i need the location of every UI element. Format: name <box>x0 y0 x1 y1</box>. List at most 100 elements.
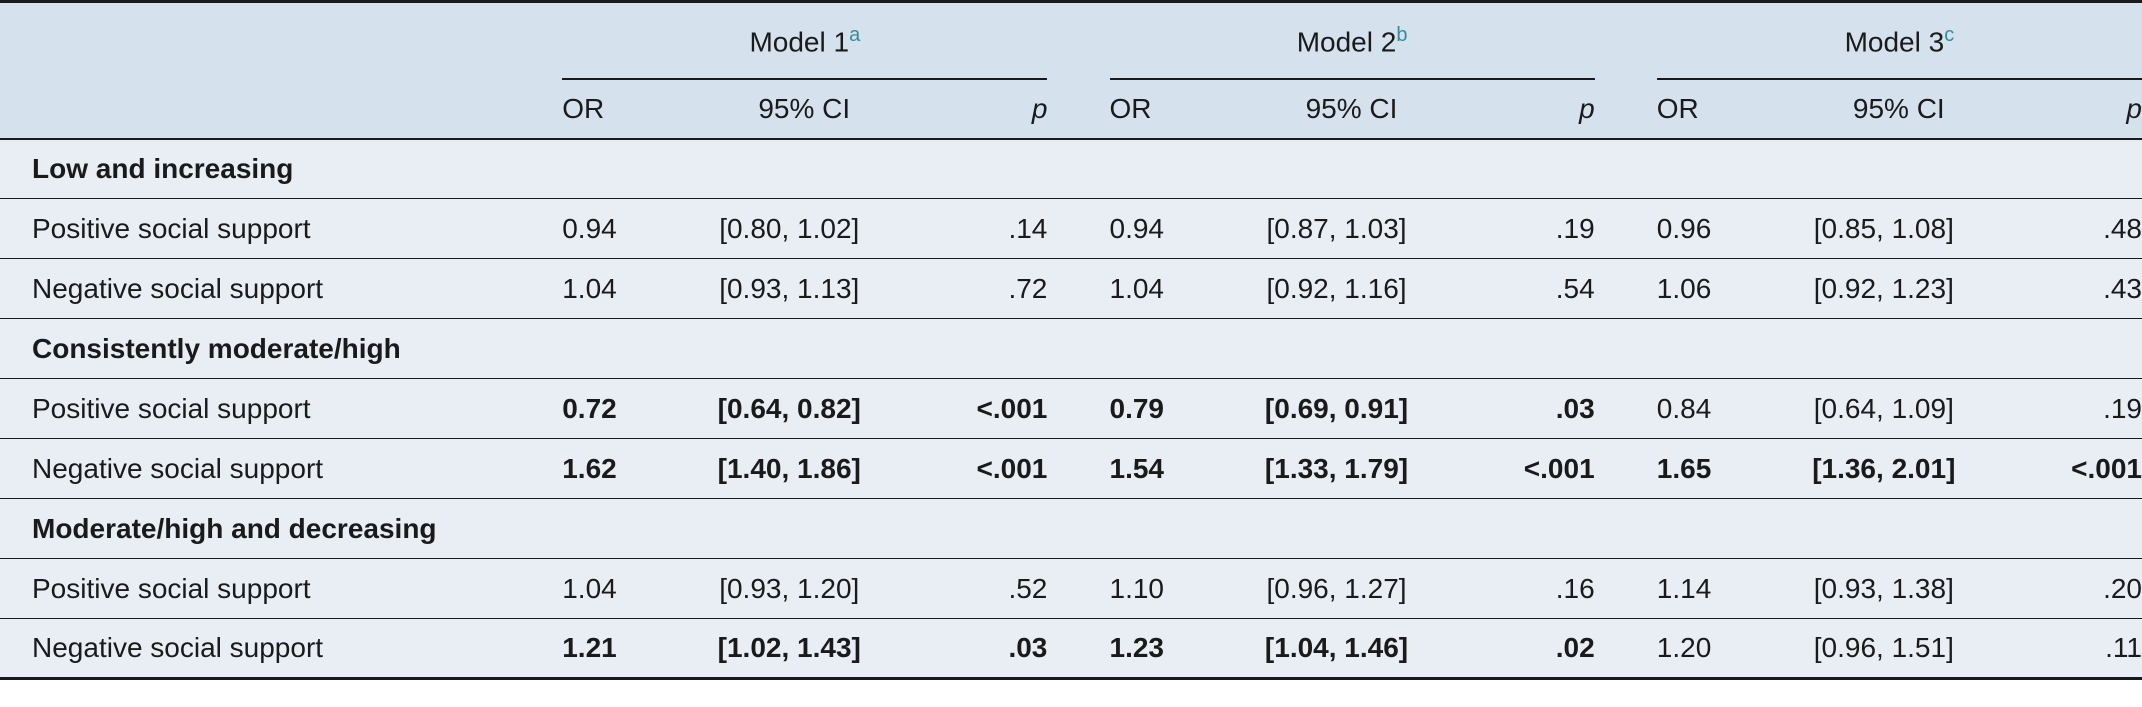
model-3-or-cell: 1.14 <box>1656 558 1759 619</box>
gap-cell <box>1047 198 1110 259</box>
model-3-ci-cell: [0.85, 1.08] <box>1758 198 2040 259</box>
model-3-p-cell: .20 <box>2039 558 2142 619</box>
model-1-or-cell: 1.04 <box>562 258 664 319</box>
model-2-or-cell: 1.10 <box>1109 558 1212 619</box>
table-row: Positive social support 1.04 [0.93, 1.20].… <box>0 558 2142 619</box>
model-3-label: Model 3 <box>1844 26 1945 58</box>
model-3-header: Model 3c <box>1656 0 2142 80</box>
row-label: Negative social support <box>0 258 563 319</box>
gap-cell <box>1047 438 1110 499</box>
model-3-p-cell: .11 <box>2039 618 2142 680</box>
model-2-label: Model 2 <box>1296 26 1397 58</box>
model-2-spanner-rule <box>1109 77 1595 80</box>
model-3-ci-cell: [0.92, 1.23] <box>1758 258 2040 319</box>
gap-cell <box>1594 258 1657 319</box>
model-1-or-cell: 1.21 <box>562 618 664 680</box>
model-1-p-cell: .72 <box>944 258 1048 319</box>
model-2-ci-cell: [0.87, 1.03] <box>1211 198 1492 259</box>
model-3-or-cell: 0.96 <box>1656 198 1759 259</box>
model-1-ci-cell: [0.93, 1.20] <box>663 558 945 619</box>
model-3-ci-cell: [0.93, 1.38] <box>1758 558 2040 619</box>
model-2-or-cell: 0.94 <box>1109 198 1212 259</box>
gap-cell <box>1594 618 1657 680</box>
model-3-p-cell: .19 <box>2039 378 2142 439</box>
results-table: Model 1a Model 2b Model 3c OR 95% CI p O… <box>0 0 2142 680</box>
model-3-or-cell: 0.84 <box>1656 378 1759 439</box>
model-2-footnote-mark: b <box>1396 24 1408 47</box>
header-blank-cell <box>0 79 563 140</box>
row-label: Positive social support <box>0 198 563 259</box>
model-3-p-cell: <.001 <box>2039 438 2142 499</box>
section-header-row: Consistently moderate/high <box>0 318 2142 379</box>
header-gap-cell <box>1047 79 1110 140</box>
model-1-spanner-rule <box>562 77 1048 80</box>
table-row: Positive social support 0.94 [0.80, 1.02].… <box>0 198 2142 259</box>
model-2-p-cell: .19 <box>1491 198 1595 259</box>
gap-cell <box>1047 558 1110 619</box>
model-2-or-cell: 1.23 <box>1109 618 1212 680</box>
model-2-ci-cell: [0.69, 0.91] <box>1211 378 1492 439</box>
model-2-p-cell: .03 <box>1491 378 1595 439</box>
header-gap-cell <box>1594 0 1657 80</box>
table-row: Positive social support 0.72 [0.64, 0.82] <… <box>0 378 2142 439</box>
section-title: Moderate/high and decreasing <box>0 498 2142 559</box>
row-label: Negative social support <box>0 438 563 499</box>
p-column-header: p <box>2039 79 2142 140</box>
model-1-p-cell: .14 <box>944 198 1048 259</box>
row-label: Positive social support <box>0 558 563 619</box>
model-3-ci-cell: [1.36, 2.01] <box>1758 438 2040 499</box>
section-title: Consistently moderate/high <box>0 318 2142 379</box>
model-3-spanner-rule <box>1656 77 2142 80</box>
model-2-p-cell: .02 <box>1491 618 1595 680</box>
model-3-or-cell: 1.65 <box>1656 438 1759 499</box>
table-body: Low and increasing Positive social suppor… <box>0 138 2142 680</box>
model-2-or-cell: 1.54 <box>1109 438 1212 499</box>
section-title: Low and increasing <box>0 138 2142 199</box>
model-2-ci-cell: [0.96, 1.27] <box>1211 558 1492 619</box>
model-1-ci-cell: [1.02, 1.43] <box>663 618 945 680</box>
model-2-or-cell: 0.79 <box>1109 378 1212 439</box>
gap-cell <box>1594 558 1657 619</box>
model-1-ci-cell: [0.64, 0.82] <box>663 378 945 439</box>
model-2-p-cell: .54 <box>1491 258 1595 319</box>
model-1-p-cell: <.001 <box>944 378 1048 439</box>
table-row: Negative social support 1.04 [0.93, 1.13].… <box>0 258 2142 319</box>
model-1-or-cell: 1.62 <box>562 438 664 499</box>
model-header-row: Model 1a Model 2b Model 3c <box>0 0 2142 80</box>
model-1-label: Model 1 <box>749 26 850 58</box>
row-label: Positive social support <box>0 378 563 439</box>
model-2-header: Model 2b <box>1109 0 1595 80</box>
gap-cell <box>1594 438 1657 499</box>
model-3-ci-cell: [0.64, 1.09] <box>1758 378 2040 439</box>
gap-cell <box>1594 378 1657 439</box>
table-row: Negative social support 1.21 [1.02, 1.43].… <box>0 618 2142 680</box>
model-1-or-cell: 1.04 <box>562 558 664 619</box>
p-column-header: p <box>944 79 1048 140</box>
model-3-footnote-mark: c <box>1944 24 1955 47</box>
table-row: Negative social support 1.62 [1.40, 1.86] <… <box>0 438 2142 499</box>
model-3-or-cell: 1.20 <box>1656 618 1759 680</box>
p-column-header: p <box>1491 79 1595 140</box>
ci-column-header: 95% CI <box>1758 79 2040 140</box>
model-2-p-cell: <.001 <box>1491 438 1595 499</box>
model-1-or-cell: 0.94 <box>562 198 664 259</box>
or-column-header: OR <box>562 79 664 140</box>
model-2-p-cell: .16 <box>1491 558 1595 619</box>
or-column-header: OR <box>1109 79 1212 140</box>
model-3-ci-cell: [0.96, 1.51] <box>1758 618 2040 680</box>
model-2-ci-cell: [1.33, 1.79] <box>1211 438 1492 499</box>
model-1-p-cell: <.001 <box>944 438 1048 499</box>
model-1-ci-cell: [0.80, 1.02] <box>663 198 945 259</box>
model-1-header: Model 1a <box>562 0 1048 80</box>
header-gap-cell <box>1047 0 1110 80</box>
model-1-ci-cell: [0.93, 1.13] <box>663 258 945 319</box>
row-label: Negative social support <box>0 618 563 680</box>
column-header-row: OR 95% CI p OR 95% CI p OR 95% CI p <box>0 79 2142 140</box>
section-header-row: Moderate/high and decreasing <box>0 498 2142 559</box>
model-1-p-cell: .03 <box>944 618 1048 680</box>
gap-cell <box>1594 198 1657 259</box>
model-1-footnote-mark: a <box>849 24 861 47</box>
gap-cell <box>1047 618 1110 680</box>
gap-cell <box>1047 258 1110 319</box>
or-column-header: OR <box>1656 79 1759 140</box>
